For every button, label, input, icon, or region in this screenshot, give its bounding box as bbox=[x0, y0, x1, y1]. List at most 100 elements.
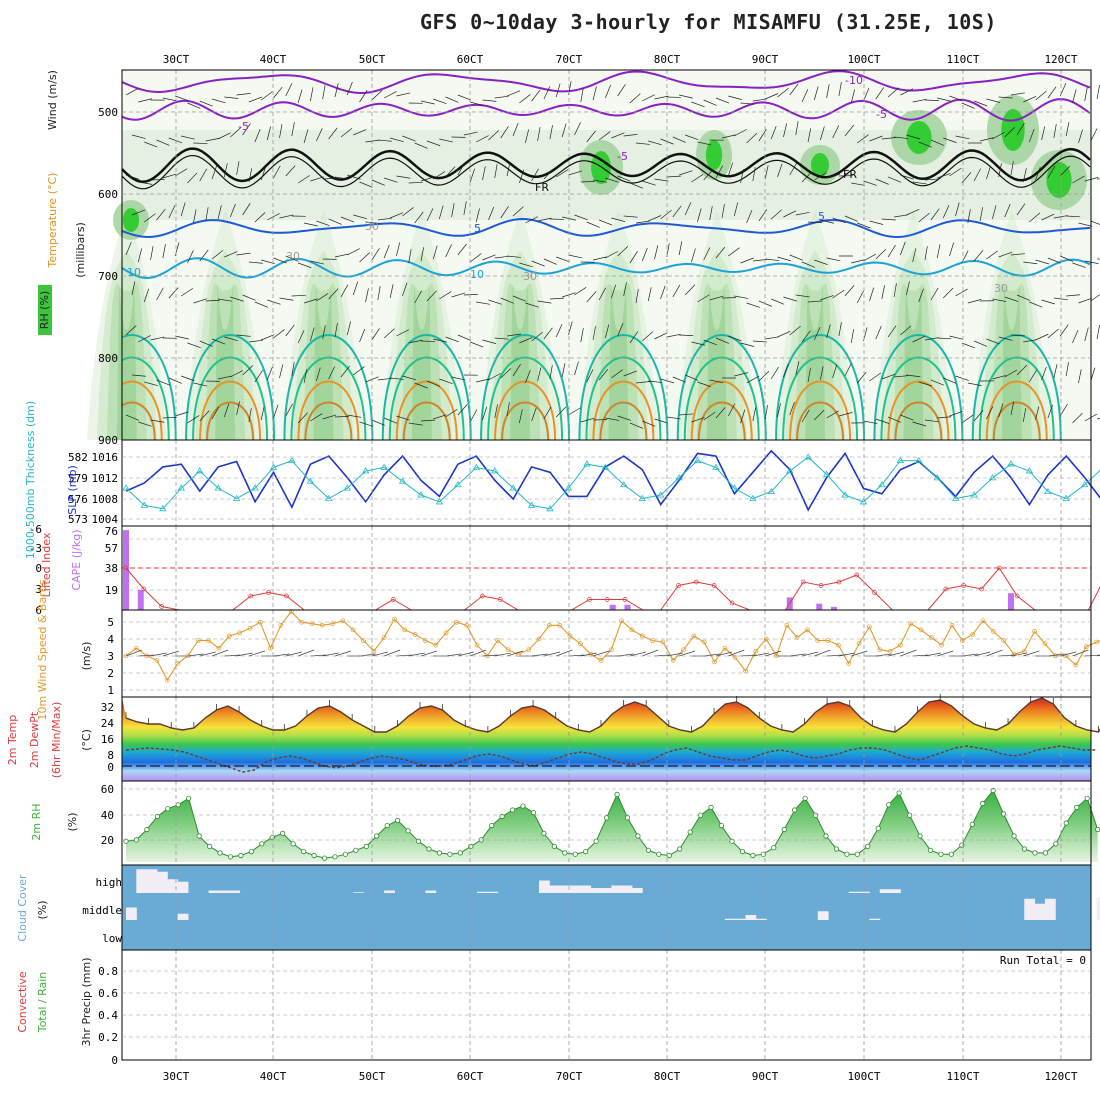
wind-barb bbox=[457, 404, 468, 416]
wind-barb bbox=[586, 369, 594, 383]
wind-barb bbox=[605, 324, 610, 339]
wind-barb bbox=[924, 246, 928, 261]
thickness-line-marker bbox=[933, 474, 941, 481]
thickness-line-marker bbox=[583, 460, 591, 467]
precip-legend-rain: Total / Rain bbox=[36, 972, 49, 1034]
wind-barb bbox=[894, 136, 909, 139]
slp-tick: 1012 bbox=[92, 472, 119, 485]
cape-bar bbox=[624, 604, 631, 610]
wind-barb bbox=[261, 259, 275, 265]
wind-barb bbox=[279, 297, 294, 301]
wind-barb bbox=[273, 86, 283, 99]
wind-barb bbox=[937, 416, 952, 419]
temp-arch-contour bbox=[388, 356, 465, 440]
freezing-level-contour-2 bbox=[122, 154, 1091, 190]
surface-wind-barb bbox=[580, 652, 597, 657]
wind-barb bbox=[181, 135, 195, 140]
wind-barb bbox=[703, 99, 717, 106]
wind-barb bbox=[175, 335, 189, 340]
wind-barb bbox=[506, 402, 510, 417]
wind-barb bbox=[844, 215, 858, 222]
wind-barb bbox=[856, 372, 867, 384]
wind-barb bbox=[199, 168, 208, 182]
contour-label: -5 bbox=[617, 150, 628, 163]
li-point bbox=[836, 579, 842, 585]
wind-barb bbox=[1078, 222, 1093, 227]
wind-barb bbox=[150, 336, 165, 341]
wind-barb bbox=[353, 366, 365, 376]
rh-point bbox=[854, 851, 860, 857]
wind-speed-point bbox=[877, 647, 883, 653]
li-point bbox=[996, 565, 1002, 571]
wind-barb bbox=[1041, 366, 1047, 381]
thickness-line-marker bbox=[251, 484, 259, 491]
wind-barb bbox=[297, 412, 308, 424]
surface-wind-barb bbox=[273, 653, 290, 657]
surface-wind-barb bbox=[150, 652, 167, 657]
wind-barb bbox=[181, 375, 195, 382]
wind-barb bbox=[334, 83, 339, 98]
wind-barb bbox=[703, 411, 716, 421]
wind-barb bbox=[648, 140, 662, 146]
wind-barb bbox=[647, 287, 652, 302]
wind-barb bbox=[955, 288, 968, 297]
rh-point bbox=[1084, 795, 1090, 801]
thickness-line-marker bbox=[896, 456, 905, 464]
wind-barb bbox=[236, 252, 251, 256]
wind-barb bbox=[906, 281, 910, 296]
wind-barb bbox=[930, 208, 940, 221]
wind-barb bbox=[519, 94, 531, 104]
wind-barb bbox=[433, 414, 447, 420]
wind-speed-point bbox=[732, 654, 738, 660]
wind-barb bbox=[721, 134, 736, 139]
thickness-line-marker bbox=[730, 484, 739, 491]
wind-barb bbox=[869, 220, 884, 225]
wind-barb bbox=[764, 405, 768, 420]
li-point bbox=[141, 586, 147, 592]
wind-barb bbox=[224, 96, 239, 99]
li-point bbox=[284, 593, 289, 599]
wind-barb bbox=[389, 212, 404, 219]
surface-wind-barb bbox=[334, 650, 352, 657]
rh-point bbox=[436, 850, 443, 856]
wind-barb bbox=[537, 300, 552, 304]
rh-point bbox=[248, 848, 254, 855]
wind-barb bbox=[254, 212, 266, 223]
wind-barb bbox=[672, 136, 686, 143]
li-point bbox=[693, 579, 699, 585]
wind-barb bbox=[961, 414, 974, 424]
wind-barb bbox=[1010, 334, 1025, 337]
wind-barb bbox=[746, 375, 759, 384]
pressure-tick: 700 bbox=[98, 270, 118, 283]
wind-barb bbox=[414, 382, 428, 389]
thickness-line-marker bbox=[1081, 480, 1089, 488]
temp-arch-contour bbox=[122, 380, 163, 440]
wind-barb bbox=[678, 241, 683, 256]
wind-barb bbox=[494, 95, 509, 99]
bottom-date-tick: 120CT bbox=[1044, 1070, 1077, 1083]
rh-point bbox=[980, 800, 986, 807]
rh-point bbox=[468, 843, 474, 850]
wind-barb bbox=[537, 217, 552, 222]
wind-barb bbox=[187, 250, 194, 264]
thickness-line-marker bbox=[398, 477, 407, 484]
wind-barb bbox=[715, 407, 726, 419]
wind-barb bbox=[439, 291, 452, 300]
wind-barb bbox=[488, 299, 502, 305]
wind-barb bbox=[260, 91, 273, 101]
wind-barb bbox=[1023, 95, 1037, 103]
cloud-level-label: low bbox=[102, 932, 122, 945]
precip-tick: 0.2 bbox=[98, 1031, 118, 1044]
wind-barb bbox=[303, 298, 318, 304]
wind-barb bbox=[605, 417, 620, 421]
wind-barb bbox=[598, 287, 607, 301]
wind-barb bbox=[709, 379, 724, 384]
li-point bbox=[729, 600, 735, 606]
wind-barb bbox=[359, 421, 373, 427]
wind-barb bbox=[629, 251, 638, 264]
wind-speed-point bbox=[681, 647, 686, 653]
wind-barb bbox=[783, 363, 789, 378]
wind-barb bbox=[156, 208, 166, 221]
wind-barb bbox=[949, 410, 963, 417]
rh-point bbox=[666, 852, 672, 859]
